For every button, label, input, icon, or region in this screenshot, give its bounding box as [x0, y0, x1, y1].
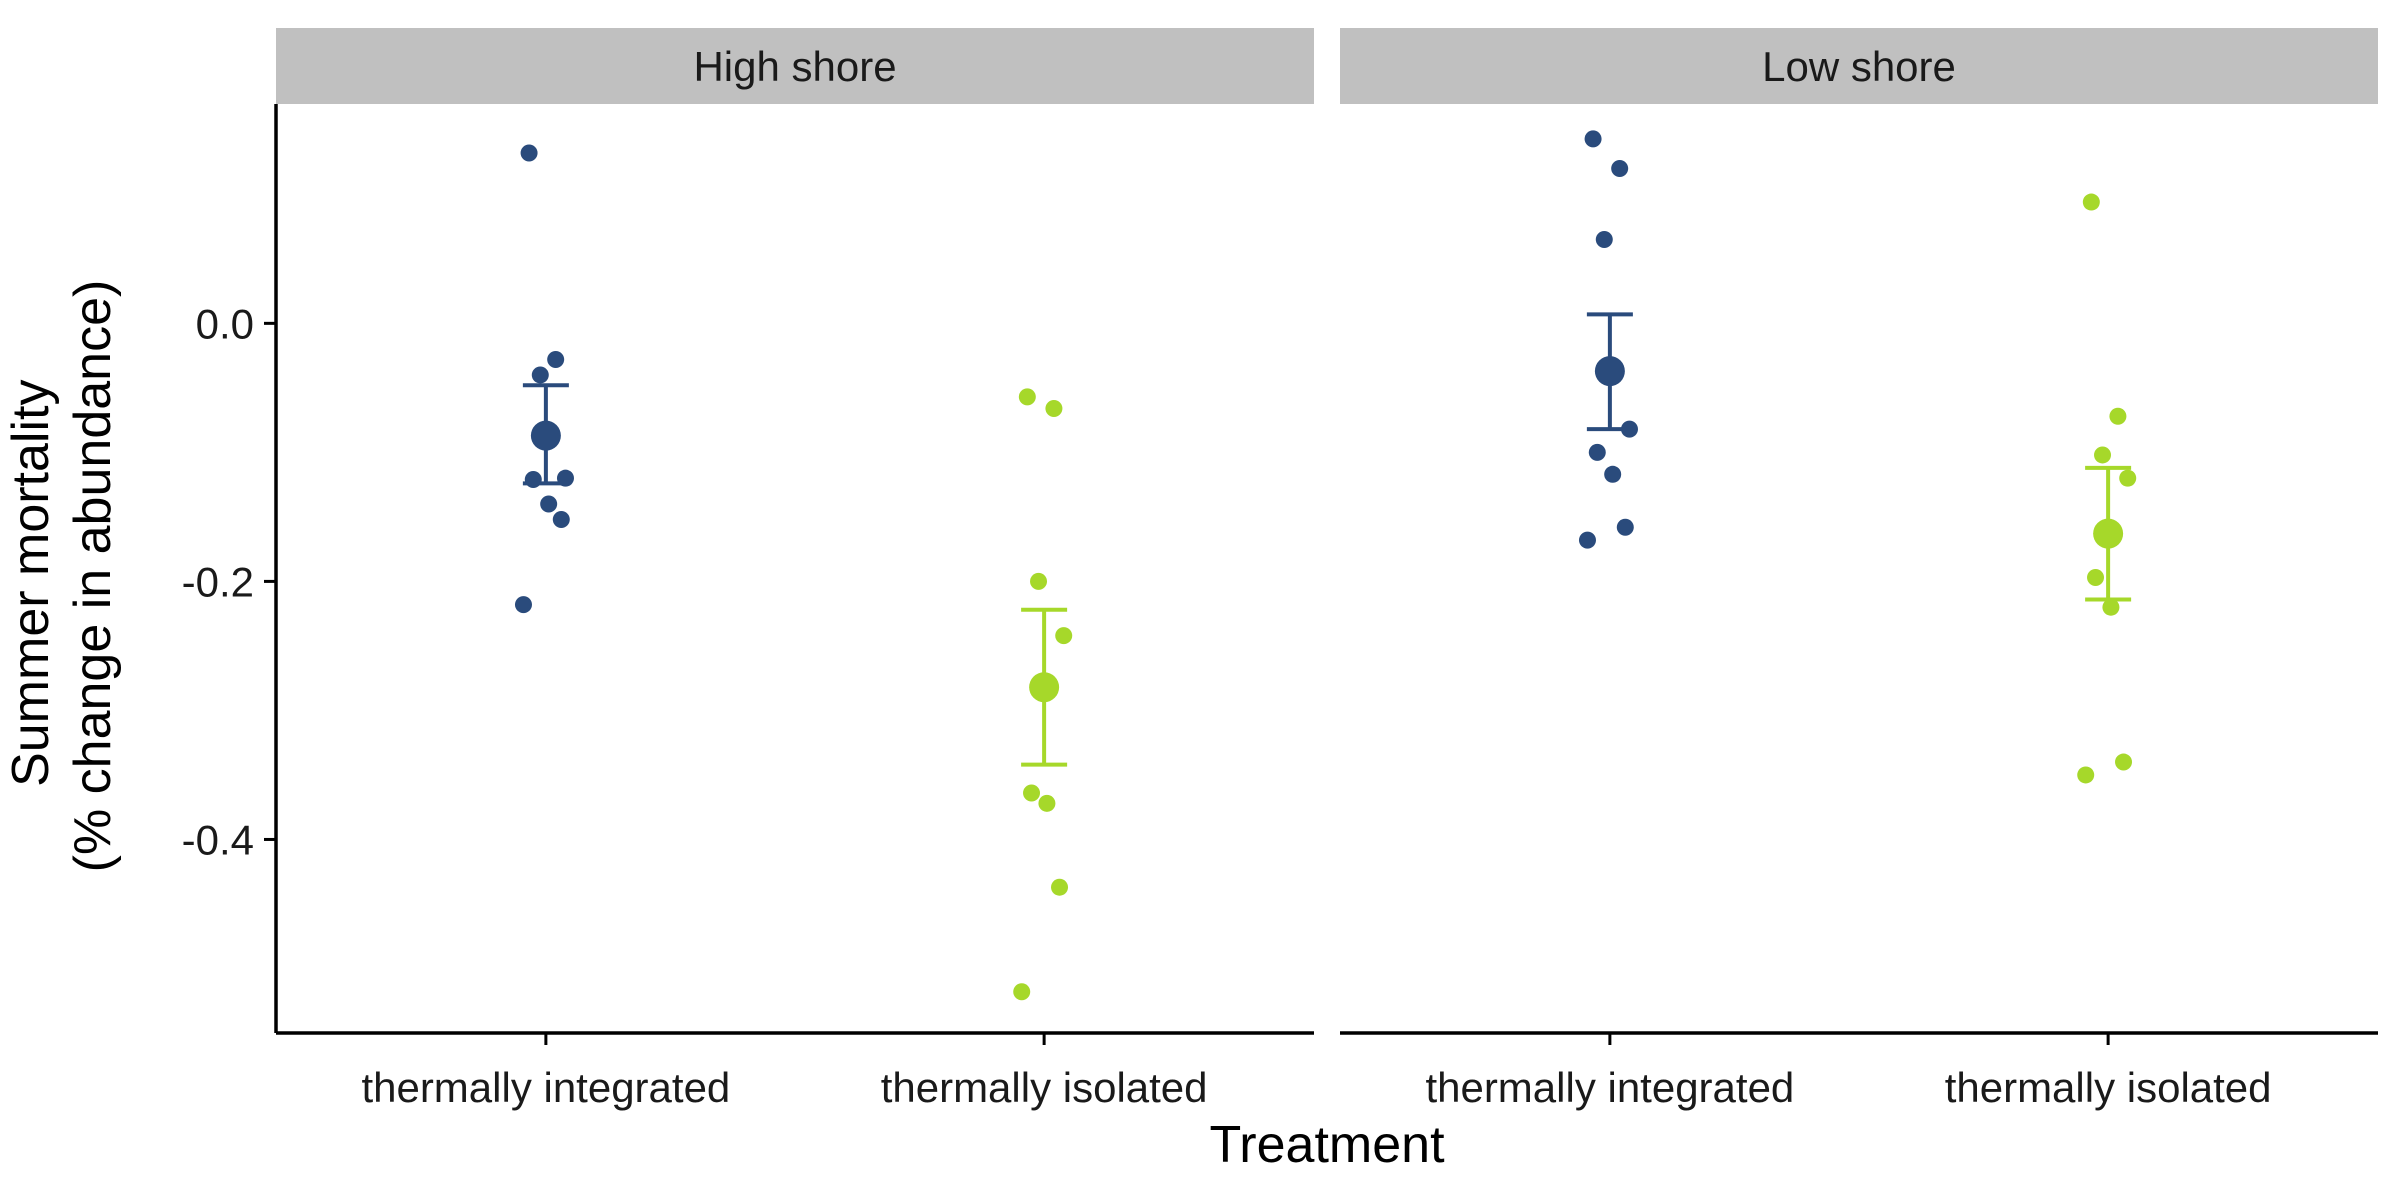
- x-tick-label: thermally integrated: [361, 1064, 730, 1111]
- data-point: [1578, 531, 1596, 549]
- data-point: [2119, 469, 2137, 487]
- x-tick-label: thermally isolated: [881, 1064, 1208, 1111]
- data-point: [1616, 518, 1634, 536]
- y-tick-label: -0.4: [182, 816, 254, 863]
- treatment-group: thermally isolated: [881, 388, 1208, 1111]
- strip-label: High shore: [693, 43, 896, 90]
- facet-panel: Low shore thermally integrated thermally i…: [1340, 28, 2378, 1111]
- y-axis: 0.0 -0.2 -0.4: [182, 104, 278, 1033]
- x-tick-label: thermally integrated: [1425, 1064, 1794, 1111]
- treatment-group: thermally integrated: [361, 144, 730, 1111]
- data-point: [2102, 598, 2120, 616]
- data-point: [1030, 572, 1048, 590]
- data-point: [2082, 193, 2100, 211]
- data-point: [2087, 569, 2105, 587]
- data-point: [1018, 388, 1036, 406]
- x-axis-title: Treatment: [1209, 1116, 1445, 1174]
- strip-label: Low shore: [1762, 43, 1956, 90]
- mean-point: [1594, 356, 1625, 387]
- data-point: [2115, 753, 2133, 771]
- data-point: [1584, 130, 1602, 148]
- y-tick-label: 0.0: [196, 300, 254, 347]
- data-point: [2109, 407, 2127, 425]
- facet-panels: High shore thermally integrated thermally …: [276, 28, 2378, 1111]
- mean-point: [530, 420, 561, 451]
- data-point: [520, 144, 538, 162]
- data-point: [531, 366, 549, 384]
- y-axis-title: Summer mortality (% change in abundance): [2, 280, 122, 873]
- data-point: [1045, 400, 1063, 418]
- data-point: [1055, 627, 1073, 645]
- data-point: [2094, 446, 2112, 464]
- x-tick-label: thermally isolated: [1945, 1064, 2272, 1111]
- data-point: [2077, 766, 2095, 784]
- data-point: [547, 350, 565, 368]
- y-axis-title-line-2: (% change in abundance): [64, 280, 122, 873]
- data-point: [1038, 794, 1056, 812]
- data-point: [1604, 465, 1622, 483]
- y-tick-label: -0.2: [182, 558, 254, 605]
- data-point: [1588, 443, 1606, 461]
- data-point: [1611, 160, 1629, 178]
- data-point: [552, 510, 570, 528]
- strip-background: [276, 28, 1314, 104]
- data-point: [1595, 230, 1613, 248]
- data-point: [524, 470, 542, 488]
- data-point: [1023, 784, 1041, 802]
- strip-background: [1340, 28, 2378, 104]
- treatment-group: thermally isolated: [1945, 193, 2272, 1111]
- y-axis-title-line-1: Summer mortality: [2, 380, 60, 787]
- mean-point: [1029, 672, 1060, 703]
- facet-panel: High shore thermally integrated thermally …: [276, 28, 1314, 1111]
- data-point: [514, 596, 532, 614]
- data-point: [540, 495, 558, 513]
- data-point: [1013, 983, 1031, 1001]
- data-point: [1051, 878, 1069, 896]
- treatment-group: thermally integrated: [1425, 130, 1794, 1111]
- mean-point: [2093, 518, 2124, 549]
